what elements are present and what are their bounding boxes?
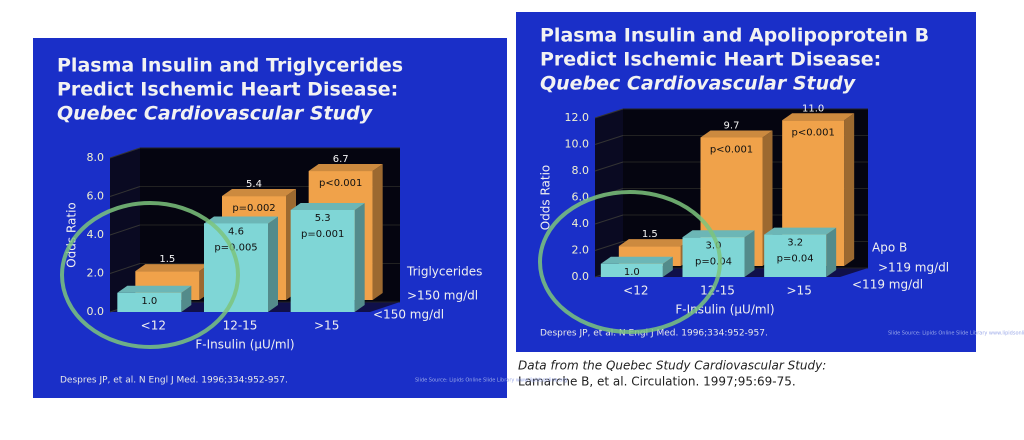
data-label: 9.7	[724, 120, 740, 131]
grid-line	[594, 214, 624, 225]
data-label: 3.0	[706, 240, 722, 251]
data-label: 1.5	[159, 254, 175, 265]
legend-entry: <119 mg/dl	[852, 278, 923, 292]
bar-top	[290, 202, 365, 210]
slide-subtitle: Quebec Cardiovascular Study	[57, 103, 374, 125]
grid-line	[109, 263, 141, 274]
y-tick-label: 0.0	[87, 305, 105, 318]
data-label: 11.0	[802, 103, 824, 114]
grid-line	[594, 108, 624, 119]
bar-side	[372, 164, 383, 300]
grid-line	[109, 147, 141, 159]
citation: Despres JP, et al. N Engl J Med. 1996;33…	[60, 376, 288, 386]
bar	[290, 209, 355, 312]
p-value: p=0.002	[232, 203, 275, 214]
slide-source: Slide Source: Lipids Online Slide Librar…	[415, 378, 568, 384]
slide-title: Plasma Insulin and Triglycerides	[57, 55, 403, 77]
slide-source: Slide Source: Lipids Online Slide Librar…	[888, 331, 1024, 337]
legend-entry: >150 mg/dl	[407, 289, 478, 303]
x-tick-label: >15	[787, 284, 812, 298]
caption: Lamarche B, et al. Circulation. 1997;95:…	[518, 375, 796, 389]
grid-line	[109, 186, 141, 197]
y-tick-label: 12.0	[565, 111, 590, 124]
p-value: p<0.001	[710, 144, 753, 155]
bar-side	[826, 227, 837, 277]
legend-title: Triglycerides	[406, 265, 482, 279]
highlight-circle	[60, 201, 240, 349]
x-tick-label: <12	[623, 284, 648, 298]
bar-top	[308, 164, 383, 172]
grid-line	[109, 224, 141, 236]
highlight-circle	[538, 190, 722, 334]
p-value: p=0.04	[777, 254, 814, 265]
p-value: p<0.001	[791, 127, 834, 138]
data-label: 6.7	[333, 154, 349, 165]
legend-title: Apo B	[872, 241, 907, 255]
p-value: p=0.04	[695, 256, 732, 267]
bar	[764, 234, 827, 277]
grid-line	[594, 161, 624, 172]
x-tick-label: <12	[141, 319, 166, 333]
p-value: p=0.001	[301, 229, 344, 240]
bar	[682, 237, 745, 277]
legend-entry: <150 mg/dl	[373, 308, 444, 322]
bar-side	[662, 256, 673, 277]
bar-side	[844, 113, 855, 266]
bar-side	[354, 202, 365, 312]
bar-side	[181, 285, 192, 312]
p-value: p<0.001	[319, 178, 362, 189]
y-tick-label: 8.0	[87, 151, 105, 164]
y-tick-label: 10.0	[565, 138, 590, 151]
data-label: 1.0	[141, 296, 157, 307]
y-tick-label: 0.0	[572, 270, 590, 283]
y-tick-label: 2.0	[572, 244, 590, 257]
y-tick-label: 4.0	[87, 228, 105, 241]
bar-top	[222, 189, 296, 197]
bar-top	[782, 113, 855, 121]
bar-top	[618, 239, 691, 247]
slide-title: Plasma Insulin and Apolipoprotein B	[540, 25, 929, 47]
bar-top	[117, 285, 192, 293]
data-label: 3.2	[787, 238, 803, 249]
y-tick-label: 2.0	[87, 267, 105, 280]
bar	[117, 292, 182, 312]
citation: Despres JP, et al. N Engl J Med. 1996;33…	[540, 329, 768, 339]
y-tick-label: 4.0	[572, 217, 590, 230]
caption: Data from the Quebec Study Cardiovascula…	[518, 359, 826, 373]
bar-top	[682, 230, 755, 238]
data-label: 1.0	[624, 267, 640, 278]
bar-top	[135, 264, 210, 272]
y-tick-label: 8.0	[572, 164, 590, 177]
bar	[600, 263, 663, 277]
slide-title: Predict Ischemic Heart Disease:	[540, 49, 881, 71]
slide-subtitle: Quebec Cardiovascular Study	[540, 73, 857, 95]
y-axis-label: Odds Ratio	[539, 165, 553, 231]
data-label: 4.6	[228, 226, 244, 237]
grid-line	[594, 241, 624, 251]
x-tick-label: >15	[314, 319, 339, 333]
bar-top	[764, 227, 837, 235]
data-label: 1.5	[642, 229, 658, 240]
p-value: p=0.005	[214, 242, 257, 253]
y-tick-label: 6.0	[87, 190, 105, 203]
bar-top	[700, 130, 773, 138]
x-tick-label: 12-15	[223, 319, 258, 333]
legend-entry: >119 mg/dl	[878, 261, 949, 275]
data-label: 5.4	[246, 179, 262, 190]
bar-side	[744, 230, 755, 277]
grid-line	[594, 135, 624, 145]
bar-top	[600, 256, 673, 264]
x-axis-label: F-Insulin (µU/ml)	[195, 338, 294, 352]
bar-side	[268, 216, 278, 312]
bar-top	[204, 216, 278, 224]
slide-title: Predict Ischemic Heart Disease:	[57, 79, 398, 101]
data-label: 5.3	[315, 213, 331, 224]
